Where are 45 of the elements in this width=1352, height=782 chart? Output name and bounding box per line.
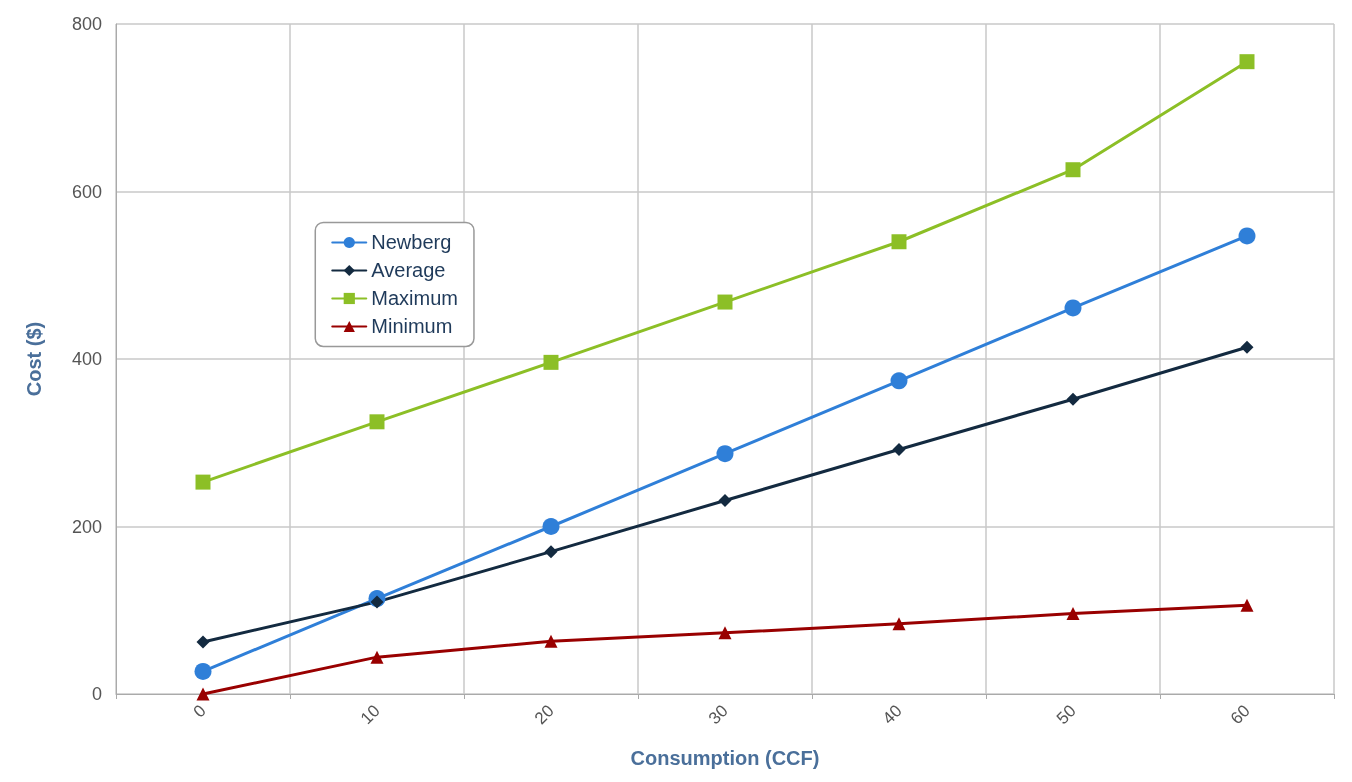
point	[717, 294, 733, 310]
point	[892, 617, 906, 631]
point	[891, 234, 907, 250]
point	[718, 626, 732, 640]
y-axis-title: Cost ($)	[23, 321, 45, 397]
x-tick-label: 0	[189, 701, 210, 722]
x-tick-label: 50	[1052, 701, 1080, 729]
point	[194, 662, 212, 680]
x-axis-title: Consumption (CCF)	[630, 747, 820, 769]
point	[369, 414, 385, 430]
y-tick-label: 800	[71, 14, 102, 34]
legend-label: Maximum	[371, 287, 458, 310]
point	[195, 474, 211, 490]
point	[370, 650, 384, 664]
point	[716, 445, 734, 463]
point	[718, 494, 732, 508]
x-tick-label: 10	[356, 701, 384, 729]
point	[543, 354, 559, 370]
point	[890, 372, 908, 390]
x-tick-label: 20	[530, 701, 558, 729]
point	[196, 635, 210, 649]
y-tick-label: 400	[71, 349, 102, 369]
legend-label: Average	[371, 259, 446, 282]
point	[1065, 162, 1081, 178]
point	[1064, 299, 1082, 317]
legend-label: Minimum	[371, 315, 453, 338]
x-tick-label: 40	[878, 701, 906, 729]
point	[196, 687, 210, 701]
y-tick-label: 0	[91, 684, 102, 704]
x-tick-label: 60	[1226, 701, 1254, 729]
point	[1240, 340, 1254, 354]
point	[1238, 227, 1256, 245]
point	[1240, 598, 1254, 612]
point	[892, 442, 906, 456]
point	[544, 545, 558, 559]
point	[542, 518, 560, 535]
x-tick-label: 30	[704, 701, 732, 729]
point	[370, 595, 384, 609]
y-tick-label: 200	[71, 516, 102, 537]
point	[1066, 607, 1080, 621]
legend-label: Newberg	[371, 231, 452, 254]
point	[1239, 54, 1255, 70]
point	[544, 634, 558, 648]
point	[1066, 392, 1080, 406]
y-tick-label: 600	[71, 181, 102, 202]
